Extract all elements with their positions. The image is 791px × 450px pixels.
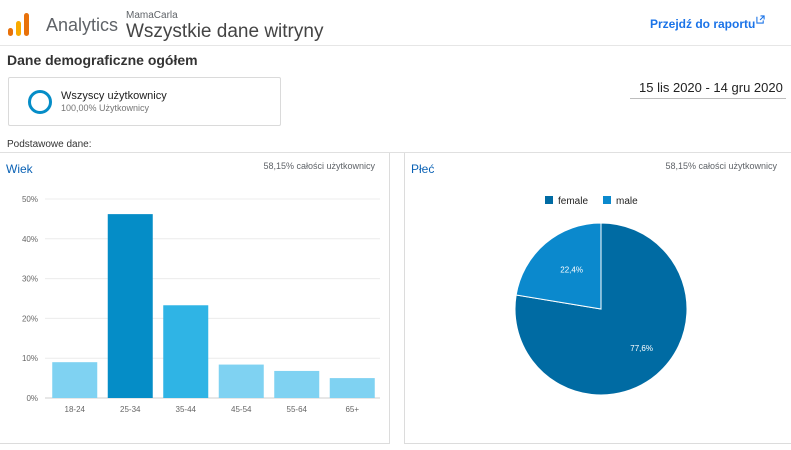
pie-slice-female[interactable] xyxy=(514,222,688,396)
x-tick-label: 35-44 xyxy=(176,405,197,414)
page-title: Dane demograficzne ogółem xyxy=(7,52,198,68)
bar-25-34[interactable] xyxy=(107,214,153,398)
age-bar-chart: 0% 10% 20% 30% 40% 50% 18-24 25-34 35-44 45-54 55-… xyxy=(22,195,380,414)
x-tick-label: 55-64 xyxy=(287,405,308,414)
x-tick-label: 18-24 xyxy=(65,405,86,414)
y-tick-label: 10% xyxy=(22,354,38,363)
gender-panel-title[interactable]: Płeć xyxy=(411,162,435,176)
segment-name: Wszyscy użytkownicy xyxy=(61,90,167,102)
segment-circle-icon xyxy=(28,90,52,114)
pie-slice-male[interactable] xyxy=(515,222,602,310)
basic-data-label: Podstawowe dane: xyxy=(7,139,92,150)
x-tick-label: 65+ xyxy=(345,405,359,414)
bar-55-64[interactable] xyxy=(274,370,320,398)
property-name[interactable]: Wszystkie dane witryny xyxy=(126,21,324,42)
legend-swatch-male xyxy=(603,196,611,204)
account-name[interactable]: MamaCarla xyxy=(126,10,178,21)
y-tick-label: 20% xyxy=(22,314,38,323)
x-tick-label: 25-34 xyxy=(120,405,141,414)
bar-35-44[interactable] xyxy=(163,305,209,398)
age-panel: Wiek 58,15% całości użytkownicy 0% 10% 20%… xyxy=(0,153,390,444)
legend-label-male: male xyxy=(616,196,638,207)
app-header: Analytics MamaCarla Wszystkie dane witry… xyxy=(0,0,791,46)
y-tick-label: 40% xyxy=(22,235,38,244)
y-tick-label: 50% xyxy=(22,195,38,204)
age-panel-stat: 58,15% całości użytkownicy xyxy=(263,161,375,171)
legend-label-female: female xyxy=(558,196,588,207)
bar-45-54[interactable] xyxy=(218,364,264,398)
segment-card[interactable]: Wszyscy użytkownicy 100,00% Użytkownicy xyxy=(8,77,281,126)
gender-panel: Płeć 58,15% całości użytkownicy female ma… xyxy=(404,153,791,444)
legend-swatch-female xyxy=(545,196,553,204)
bar-18-24[interactable] xyxy=(52,362,98,398)
app-name: Analytics xyxy=(46,15,119,35)
date-range-selector[interactable]: 15 lis 2020 - 14 gru 2020 xyxy=(630,76,786,99)
analytics-logo-icon[interactable] xyxy=(8,13,32,37)
x-tick-label: 45-54 xyxy=(231,405,252,414)
gender-pie-chart: female male 77,6% 22,4% xyxy=(514,196,688,396)
divider xyxy=(0,152,791,153)
age-panel-title[interactable]: Wiek xyxy=(6,162,33,176)
y-tick-label: 30% xyxy=(22,275,38,284)
gender-panel-stat: 58,15% całości użytkownicy xyxy=(665,161,777,171)
bar-65+[interactable] xyxy=(329,378,375,398)
pie-label-female: 77,6% xyxy=(630,344,653,353)
pie-label-male: 22,4% xyxy=(560,266,583,275)
segment-percentage: 100,00% Użytkownicy xyxy=(61,103,150,113)
external-link-icon[interactable] xyxy=(756,15,765,24)
go-to-report-link[interactable]: Przejdź do raportu xyxy=(650,17,756,31)
y-tick-label: 0% xyxy=(26,394,38,403)
